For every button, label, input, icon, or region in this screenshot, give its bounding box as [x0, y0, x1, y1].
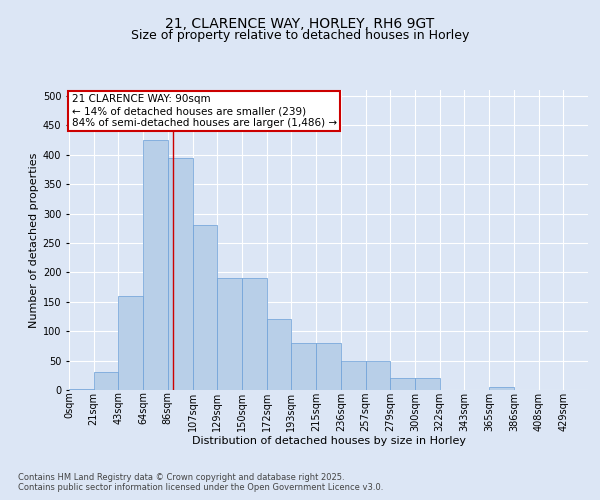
Text: Size of property relative to detached houses in Horley: Size of property relative to detached ho…	[131, 28, 469, 42]
Bar	[193, 226, 217, 390]
Bar	[143, 140, 168, 390]
Bar	[415, 378, 440, 390]
X-axis label: Distribution of detached houses by size in Horley: Distribution of detached houses by size …	[191, 436, 466, 446]
Bar	[489, 387, 514, 390]
Bar	[316, 343, 341, 390]
Text: 21, CLARENCE WAY, HORLEY, RH6 9GT: 21, CLARENCE WAY, HORLEY, RH6 9GT	[166, 18, 434, 32]
Bar	[94, 372, 118, 390]
Bar	[267, 320, 292, 390]
Text: 21 CLARENCE WAY: 90sqm
← 14% of detached houses are smaller (239)
84% of semi-de: 21 CLARENCE WAY: 90sqm ← 14% of detached…	[71, 94, 337, 128]
Bar	[69, 389, 94, 390]
Bar	[217, 278, 242, 390]
Bar	[365, 360, 390, 390]
Text: Contains public sector information licensed under the Open Government Licence v3: Contains public sector information licen…	[18, 482, 383, 492]
Bar	[118, 296, 143, 390]
Bar	[292, 343, 316, 390]
Y-axis label: Number of detached properties: Number of detached properties	[29, 152, 38, 328]
Bar	[341, 360, 365, 390]
Bar	[168, 158, 193, 390]
Bar	[242, 278, 267, 390]
Text: Contains HM Land Registry data © Crown copyright and database right 2025.: Contains HM Land Registry data © Crown c…	[18, 472, 344, 482]
Bar	[390, 378, 415, 390]
